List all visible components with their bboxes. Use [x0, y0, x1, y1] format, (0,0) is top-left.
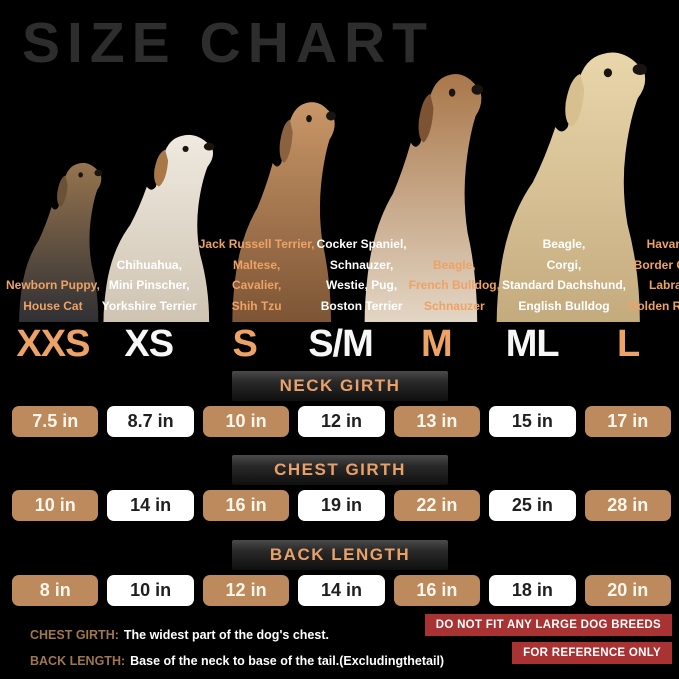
breed-name: Schnauzer — [423, 298, 485, 313]
measurement-value-pill: 18 in — [489, 575, 576, 606]
value-row: 7.5 in 8.7 in 10 in 12 in 13 in 15 in 17 in — [12, 406, 671, 437]
breed-name: Cavalier, — [231, 278, 282, 292]
breed-column-l: Havanese, Border Collies, Labrador, Golden … — [628, 230, 679, 316]
breed-name: English Bulldog — [518, 298, 610, 313]
yorkshire-terrier-image — [19, 162, 103, 322]
measurement-value-pill: 12 in — [298, 406, 385, 437]
breed-name: Corgi, — [546, 257, 582, 272]
section-neck-girth: NECK GIRTH 7.5 in 8.7 in 10 in 12 in 13 in 15 … — [0, 371, 679, 441]
note-line: BACK LENGTH: Base of the neck to base of … — [30, 648, 444, 674]
measurement-value-pill: 10 in — [107, 575, 194, 606]
breed-column-s-m: Cocker Spaniel, Schnauzer, Westie, Pug, Bos… — [317, 230, 407, 316]
breed-name: French Bulldog, — [408, 278, 500, 292]
measurement-value-pill: 25 in — [489, 490, 576, 521]
measurement-value-pill: 19 in — [298, 490, 385, 521]
size-label-s: S — [232, 322, 257, 365]
breed-name: Yorkshire Terrier — [101, 298, 197, 313]
breed-name: Standard Dachshund, — [501, 278, 626, 292]
section-header-label: NECK GIRTH — [279, 376, 401, 395]
size-label-xs: XS — [124, 322, 174, 365]
beagle-image — [364, 74, 483, 322]
breed-name: Labrador, — [648, 278, 679, 292]
measurement-value-pill: 20 in — [584, 575, 671, 606]
measurement-value-pill: 8 in — [12, 575, 99, 606]
measurement-value-pill: 7.5 in — [12, 406, 99, 437]
measurement-value-pill: 12 in — [202, 575, 290, 606]
note-definition: Base of the neck to base of the tail.(Ex… — [130, 654, 445, 668]
breed-name: Maltese, — [232, 257, 281, 272]
measurement-value-pill: 17 in — [584, 406, 671, 437]
labrador-image — [496, 52, 648, 322]
size-label-s-m: S/M — [308, 322, 374, 365]
breed-name: Havanese, — [646, 237, 679, 251]
measurement-value-pill: 13 in — [393, 406, 481, 437]
breed-name: Golden Retriever — [627, 298, 679, 313]
breed-name: Chihuahua, — [116, 257, 182, 272]
breed-name: Schnauzer, — [329, 257, 394, 272]
measurement-value-pill: 16 in — [393, 575, 481, 606]
warning-badges: DO NOT FIT ANY LARGE DOG BREEDS FOR REFER… — [424, 614, 672, 664]
breed-name: Cocker Spaniel, — [316, 237, 407, 251]
measurement-value-pill: 16 in — [202, 490, 290, 521]
breed-name: Shih Tzu — [231, 298, 282, 313]
measurement-notes: CHEST GIRTH: The widest part of the dog's… — [30, 622, 444, 674]
note-definition: The widest part of the dog's chest. — [123, 628, 329, 642]
breed-columns: Newborn Puppy, House Cat Chihuahua, Mini Pi… — [6, 230, 679, 316]
size-label-m: M — [421, 322, 453, 365]
size-labels-row: XXS XS S S/M M ML L — [6, 320, 675, 368]
breed-column-s: Jack Russell Terrier, Maltese, Cavalier, Sh… — [199, 230, 315, 316]
value-row: 8 in 10 in 12 in 14 in 16 in 18 in 20 in — [12, 575, 671, 606]
section-chest-girth: CHEST GIRTH 10 in 14 in 16 in 19 in 22 in 25 i… — [0, 455, 679, 525]
note-line: CHEST GIRTH: The widest part of the dog's… — [30, 622, 444, 648]
section-back-length: BACK LENGTH 8 in 10 in 12 in 14 in 16 in 18 in… — [0, 540, 679, 610]
page-title: SIZE CHART — [22, 11, 434, 75]
measurement-value-pill: 8.7 in — [107, 406, 194, 437]
measurement-value-pill: 22 in — [393, 490, 481, 521]
measurement-value-pill: 15 in — [489, 406, 576, 437]
breed-column-ml: Beagle, Corgi, Standard Dachshund, English … — [502, 230, 626, 316]
measurement-value-pill: 14 in — [298, 575, 385, 606]
breed-name: Beagle, — [542, 237, 586, 251]
size-label-ml: ML — [505, 322, 560, 365]
size-label-l: L — [616, 322, 640, 365]
breed-name: Boston Terrier — [320, 298, 403, 313]
breed-column-xs: Chihuahua, Mini Pinscher, Yorkshire Terrie… — [102, 230, 197, 316]
measurement-value-pill: 14 in — [107, 490, 194, 521]
breed-column-m: Beagle, French Bulldog, Schnauzer — [409, 230, 500, 316]
measurement-value-pill: 28 in — [584, 490, 671, 521]
size-label-xxs: XXS — [16, 322, 90, 365]
breed-name: Jack Russell Terrier, — [198, 237, 315, 251]
warning-badge: FOR REFERENCE ONLY — [512, 642, 672, 664]
note-term: CHEST GIRTH: — [30, 628, 119, 642]
breed-name: Westie, Pug, — [326, 278, 398, 292]
breed-name: Beagle, — [432, 257, 476, 272]
note-term: BACK LENGTH: — [30, 654, 126, 668]
breed-name: Mini Pinscher, — [108, 278, 190, 292]
section-header: BACK LENGTH — [232, 540, 448, 570]
section-header: NECK GIRTH — [232, 371, 448, 401]
breed-name: House Cat — [23, 298, 83, 313]
section-header-label: CHEST GIRTH — [274, 460, 406, 479]
measurement-value-pill: 10 in — [202, 406, 290, 437]
measurement-value-pill: 10 in — [12, 490, 99, 521]
value-row: 10 in 14 in 16 in 19 in 22 in 25 in 28 in — [12, 490, 671, 521]
breed-name: Border Collies, — [633, 257, 679, 272]
section-header: CHEST GIRTH — [232, 455, 448, 485]
french-bulldog-image — [232, 102, 336, 322]
breed-name: Newborn Puppy, — [6, 278, 100, 292]
section-header-label: BACK LENGTH — [269, 545, 411, 564]
breed-column-xxs: Newborn Puppy, House Cat — [6, 230, 100, 316]
jack-russell-terrier-image — [103, 134, 215, 322]
warning-badge: DO NOT FIT ANY LARGE DOG BREEDS — [424, 614, 672, 636]
